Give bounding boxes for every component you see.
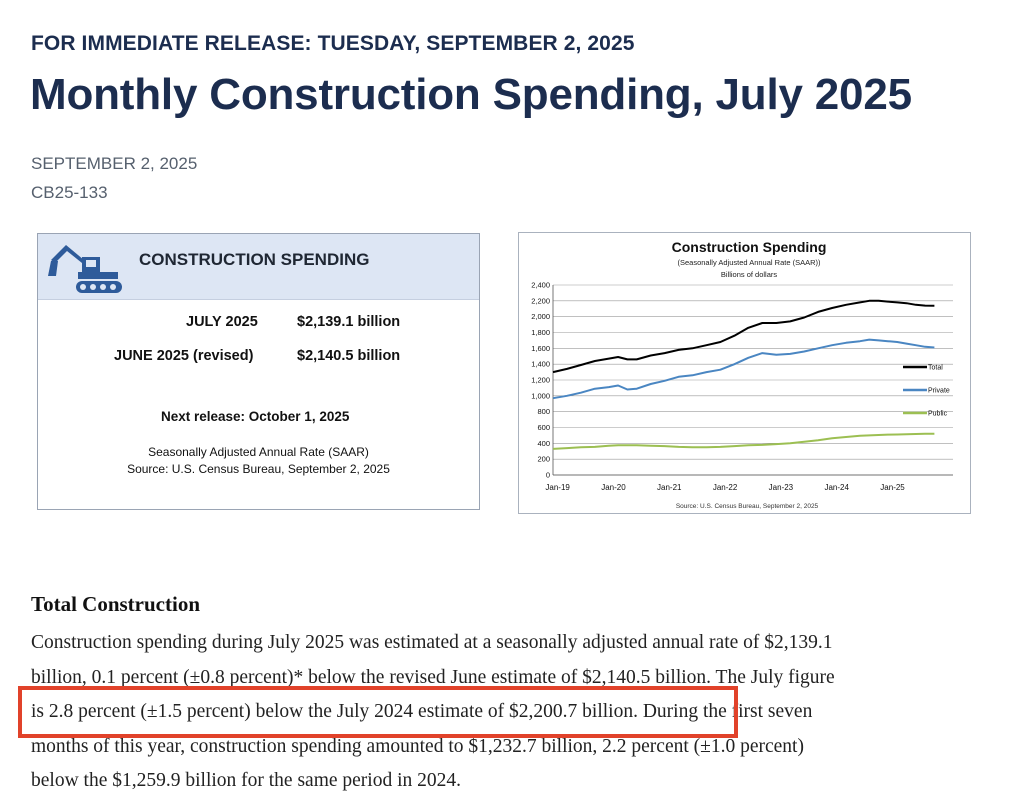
section-heading: Total Construction (31, 592, 200, 616)
next-release: Next release: October 1, 2025 (161, 409, 350, 424)
y-tick-label: 1,800 (531, 328, 550, 337)
paragraph-line: below the $1,259.9 billion for the same … (31, 770, 462, 791)
x-tick-label: Jan-25 (880, 483, 905, 492)
x-tick-label: Jan-20 (601, 483, 626, 492)
y-tick-label: 400 (537, 439, 550, 448)
page-title: Monthly Construction Spending, July 2025 (30, 70, 912, 119)
x-tick-label: Jan-22 (713, 483, 738, 492)
y-tick-label: 2,000 (531, 312, 550, 321)
construction-spending-chart: Construction Spending (Seasonally Adjust… (518, 232, 971, 514)
legend-label: Total (928, 365, 943, 372)
card-header: CONSTRUCTION SPENDING (38, 234, 479, 300)
y-tick-label: 1,200 (531, 376, 550, 385)
x-tick-label: Jan-19 (545, 483, 570, 492)
article-paragraph: Construction spending during July 2025 w… (31, 626, 1001, 799)
release-kicker: FOR IMMEDIATE RELEASE: TUESDAY, SEPTEMBE… (31, 32, 635, 55)
chart-canvas: Construction Spending (Seasonally Adjust… (531, 239, 953, 510)
current-month-label: JULY 2025 (186, 314, 258, 330)
y-tick-label: 2,400 (531, 281, 550, 290)
series-line-total (552, 299, 935, 374)
series-line-private (552, 338, 935, 400)
legend-label: Private (928, 388, 950, 395)
paragraph-line: is 2.8 percent (±1.5 percent) below the … (31, 701, 813, 722)
saar-note: Seasonally Adjusted Annual Rate (SAAR) (148, 445, 369, 459)
y-tick-label: 600 (537, 423, 550, 432)
legend-label: Public (928, 411, 948, 418)
y-tick-label: 1,600 (531, 344, 550, 353)
chart-y-unit: Billions of dollars (721, 270, 778, 279)
x-tick-label: Jan-24 (824, 483, 849, 492)
publication-date: SEPTEMBER 2, 2025 (31, 154, 198, 173)
paragraph-line: billion, 0.1 percent (±0.8 percent)* bel… (31, 666, 835, 688)
paragraph-line: months of this year, construction spendi… (31, 735, 804, 757)
chart-subtitle: (Seasonally Adjusted Annual Rate (SAAR)) (678, 258, 821, 267)
y-tick-label: 1,000 (531, 391, 550, 400)
paragraph-line: Construction spending during July 2025 w… (31, 632, 833, 653)
series-line-public (552, 432, 935, 450)
x-tick-label: Jan-21 (657, 483, 682, 492)
y-tick-label: 2,200 (531, 296, 550, 305)
prior-month-label: JUNE 2025 (revised) (114, 348, 254, 364)
release-number: CB25-133 (31, 183, 108, 202)
y-tick-label: 800 (537, 407, 550, 416)
y-tick-label: 0 (546, 471, 550, 480)
current-month-value: $2,139.1 billion (297, 314, 401, 330)
excavator-icon (46, 240, 128, 301)
card-title: CONSTRUCTION SPENDING (139, 250, 370, 269)
y-tick-label: 1,400 (531, 360, 550, 369)
prior-month-value: $2,140.5 billion (297, 348, 401, 364)
source-note: Source: U.S. Census Bureau, September 2,… (127, 462, 390, 476)
chart-title: Construction Spending (672, 239, 827, 255)
x-tick-label: Jan-23 (769, 483, 794, 492)
y-tick-label: 200 (537, 455, 550, 464)
chart-source: Source: U.S. Census Bureau, September 2,… (676, 503, 819, 510)
construction-spending-card: CONSTRUCTION SPENDING JULY 2025 $2,139.1… (37, 233, 480, 510)
highlight-annotation-box (18, 686, 738, 738)
